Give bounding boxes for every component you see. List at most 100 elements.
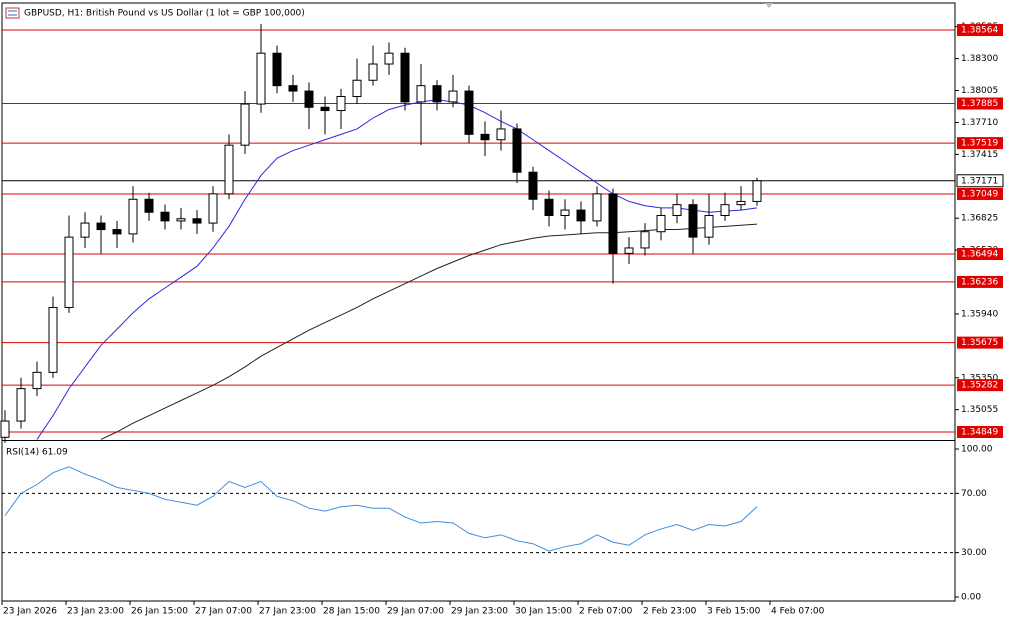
candle-body: [160, 211, 170, 222]
candle-body: [304, 90, 314, 108]
candle-body: [368, 63, 378, 81]
candle-body: [560, 209, 570, 216]
candle-body: [464, 90, 474, 135]
candle-body: [192, 218, 202, 224]
candle-body: [256, 52, 266, 105]
candle-body: [720, 204, 730, 216]
level-label-box: [957, 379, 1003, 392]
candle-body: [512, 128, 522, 173]
level-label-box: [957, 187, 1003, 200]
level-label: 1.37885: [961, 99, 998, 109]
level-label-box: [957, 275, 1003, 288]
candle-body: [384, 52, 394, 65]
candle-body: [208, 193, 218, 224]
candle-body: [80, 222, 90, 238]
candle-body: [672, 204, 682, 216]
candle-body: [448, 90, 458, 103]
candle-body: [400, 52, 410, 103]
x-tick-label: 27 Jan 23:00: [259, 607, 316, 617]
x-tick-label: 3 Feb 15:00: [707, 607, 761, 617]
candle-body: [96, 222, 106, 231]
chart-title: GBPUSD, H1: British Pound vs US Dollar (…: [24, 9, 305, 19]
moving-average: [36, 99, 758, 440]
y-tick-label: 1.38005: [961, 86, 998, 96]
symbol-icon: [5, 7, 20, 19]
candle-body: [704, 214, 714, 238]
candle-body: [528, 171, 538, 200]
level-label: 1.36494: [961, 250, 998, 260]
y-tick-label: 1.35055: [961, 405, 998, 415]
x-tick-label: 2 Feb 23:00: [643, 607, 697, 617]
x-tick-label: 29 Jan 23:00: [451, 607, 508, 617]
x-tick-label: 30 Jan 15:00: [515, 607, 572, 617]
candle-body: [240, 103, 250, 146]
candle-body: [0, 420, 10, 438]
candle-body: [576, 209, 586, 222]
candle-body: [656, 214, 666, 233]
level-label-box: [957, 97, 1003, 110]
level-label-box: [957, 425, 1003, 438]
candle-body: [352, 79, 362, 97]
candle-body: [272, 52, 282, 87]
y-tick-label: 100.00: [961, 444, 993, 454]
candle-body: [16, 388, 26, 422]
x-tick-label: 27 Jan 07:00: [195, 607, 252, 617]
candle-body: [544, 198, 554, 216]
y-tick-label: 1.37710: [961, 118, 998, 128]
scroll-marker: [765, 3, 773, 8]
y-tick-label: 1.37415: [961, 150, 998, 160]
x-tick-label: 28 Jan 15:00: [323, 607, 380, 617]
candle-body: [48, 306, 58, 373]
candle-body: [736, 200, 746, 206]
candle-body: [128, 198, 138, 235]
level-label: 1.34849: [961, 427, 998, 437]
candle-body: [608, 193, 618, 254]
x-tick-label: 23 Jan 2026: [3, 607, 57, 617]
candle-body: [32, 371, 42, 390]
candle-body: [176, 218, 186, 222]
level-label-box: [957, 336, 1003, 349]
x-tick-label: 26 Jan 15:00: [131, 607, 188, 617]
x-tick-label: 2 Feb 07:00: [579, 607, 633, 617]
candle-body: [624, 247, 634, 254]
candle-body: [336, 95, 346, 112]
x-tick-label: 4 Feb 07:00: [771, 607, 825, 617]
candle-body: [144, 198, 154, 213]
candle-body: [224, 144, 234, 195]
candle-body: [416, 85, 426, 103]
candle-body: [640, 231, 650, 249]
candle-body: [64, 236, 74, 308]
y-tick-label: 30.00: [961, 548, 987, 558]
current-price-label: 1.37171: [961, 176, 998, 186]
level-label: 1.37049: [961, 189, 998, 199]
candle-body: [752, 180, 762, 202]
level-label: 1.37519: [961, 139, 998, 149]
candle-body: [112, 229, 122, 235]
rsi-line: [4, 466, 758, 552]
candle-body: [320, 106, 330, 112]
moving-average: [100, 223, 758, 440]
y-tick-label: 1.35350: [961, 373, 998, 383]
y-tick-label: 70.00: [961, 489, 987, 499]
level-label-box: [957, 248, 1003, 261]
current-price-box: [956, 174, 1004, 188]
x-tick-label: 29 Jan 07:00: [387, 607, 444, 617]
rsi-title: RSI(14) 61.09: [6, 448, 68, 458]
candle-body: [688, 204, 698, 238]
y-tick-label: 1.36825: [961, 214, 998, 224]
level-label-box: [957, 137, 1003, 150]
y-tick-label: 1.38300: [961, 54, 998, 64]
candle-body: [432, 85, 442, 103]
level-label-box: [957, 24, 1003, 37]
candle-body: [496, 128, 506, 141]
y-tick-label: 1.35940: [961, 309, 998, 319]
level-label: 1.35675: [961, 338, 998, 348]
frame: [1, 2, 956, 602]
candle-body: [592, 193, 602, 222]
candle-body: [288, 85, 298, 92]
candle-body: [480, 133, 490, 141]
y-tick-label: 0.00: [961, 593, 981, 603]
x-tick-label: 23 Jan 23:00: [67, 607, 124, 617]
level-label: 1.35282: [961, 381, 998, 391]
